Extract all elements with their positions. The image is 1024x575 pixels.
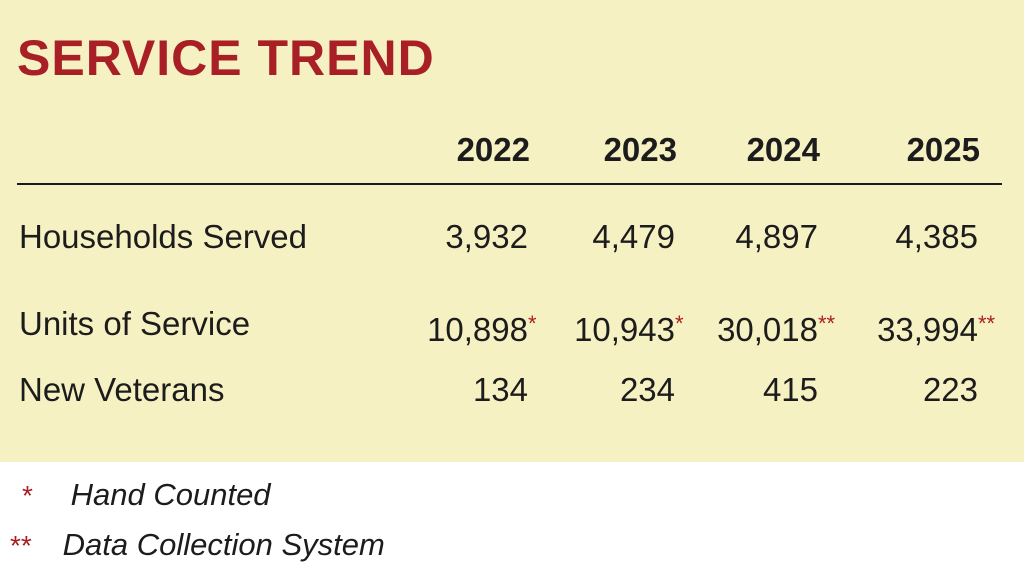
table-cell: 10,943* [574, 302, 684, 352]
cell-value: 4,897 [735, 218, 818, 255]
table-cell: 33,994** [877, 302, 995, 352]
cell-value: 10,943 [574, 311, 675, 348]
row-label-households-served: Households Served [19, 218, 308, 255]
cell-value: 3,932 [445, 218, 528, 255]
table-cell: 30,018** [717, 302, 835, 352]
row-label-units-of-service: Units of Service [19, 305, 251, 342]
footnote-marker: ** [978, 311, 996, 336]
cell-value: 134 [472, 371, 528, 408]
row-label-new-veterans: New Veterans [19, 371, 225, 408]
table-cell: 4,897 [735, 215, 818, 259]
table-cell: 134 [473, 368, 528, 412]
footnote-hand-counted: * Hand Counted [22, 475, 271, 516]
table-panel: SERVICE TREND 2022 2023 2024 2025 Househ… [0, 0, 1024, 462]
footnote-symbol: ** [10, 530, 32, 561]
chart-title: SERVICE TREND [17, 30, 435, 86]
footnote-marker: * [675, 311, 684, 336]
table-cell: 4,479 [592, 215, 675, 259]
table-cell: 223 [923, 368, 978, 412]
table-cell: 4,385 [895, 215, 978, 259]
table-cell: 3,932 [445, 215, 528, 259]
cell-value: 415 [762, 371, 818, 408]
column-header-2023: 2023 [603, 131, 677, 168]
cell-value: 10,898 [427, 311, 528, 348]
cell-value: 4,385 [895, 218, 978, 255]
footnote-text: Data Collection System [62, 527, 385, 562]
cell-value: 234 [619, 371, 675, 408]
table-cell: 234 [620, 368, 675, 412]
cell-value: 4,479 [592, 218, 675, 255]
footnote-data-collection: ** Data Collection System [10, 525, 385, 566]
column-header-2022: 2022 [456, 131, 530, 168]
table-cell: 415 [763, 368, 818, 412]
footnote-symbol: * [22, 480, 33, 511]
cell-value: 223 [922, 371, 978, 408]
cell-value: 33,994 [877, 311, 978, 348]
table-cell: 10,898* [427, 302, 537, 352]
column-header-2024: 2024 [746, 131, 820, 168]
footnote-marker: * [528, 311, 537, 336]
cell-value: 30,018 [717, 311, 818, 348]
footnote-marker: ** [818, 311, 836, 336]
header-divider [17, 183, 1002, 185]
footnote-text: Hand Counted [70, 477, 271, 512]
column-header-2025: 2025 [906, 131, 980, 168]
